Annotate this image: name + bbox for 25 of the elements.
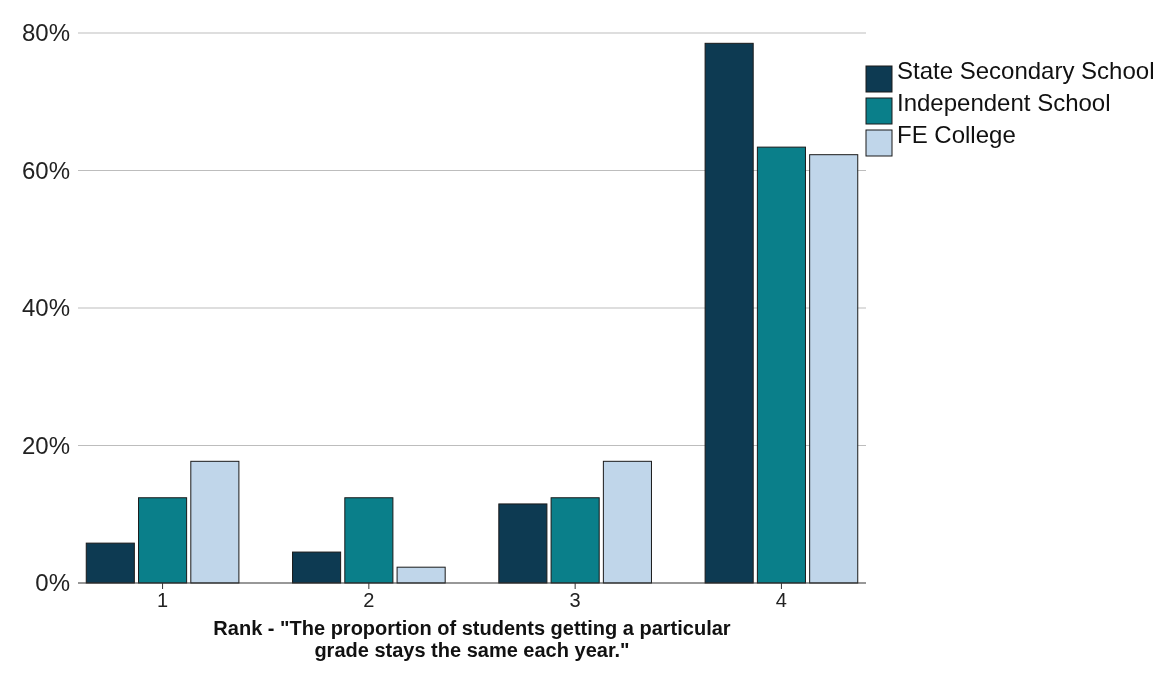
bar [138, 497, 188, 584]
y-tick-label: 60% [21, 156, 70, 184]
bar [344, 497, 394, 584]
x-tick-label: 4 [775, 589, 787, 611]
bar [550, 497, 600, 584]
bar [756, 146, 806, 584]
y-tick-label: 80% [21, 19, 70, 47]
bar [396, 566, 446, 584]
x-tick-label: 3 [569, 589, 581, 611]
x-tick-label: 2 [363, 589, 375, 611]
bar [292, 551, 342, 584]
x-axis-title: Rank - "The proportion of students getting a particular grade stays the same each year." [213, 617, 731, 661]
legend-label: State Secondary School [897, 57, 1155, 84]
y-tick-label: 40% [21, 294, 70, 322]
x-tick-label: 1 [157, 589, 169, 611]
bar [809, 154, 859, 584]
bar [498, 503, 548, 584]
bar [190, 460, 240, 584]
bar [602, 460, 652, 584]
legend-label: FE College [897, 121, 1016, 148]
bar [85, 542, 135, 584]
y-tick-label: 20% [21, 431, 70, 459]
y-tick-label: 0% [35, 569, 70, 597]
legend-label: Independent School [897, 89, 1111, 116]
bar [704, 42, 754, 584]
